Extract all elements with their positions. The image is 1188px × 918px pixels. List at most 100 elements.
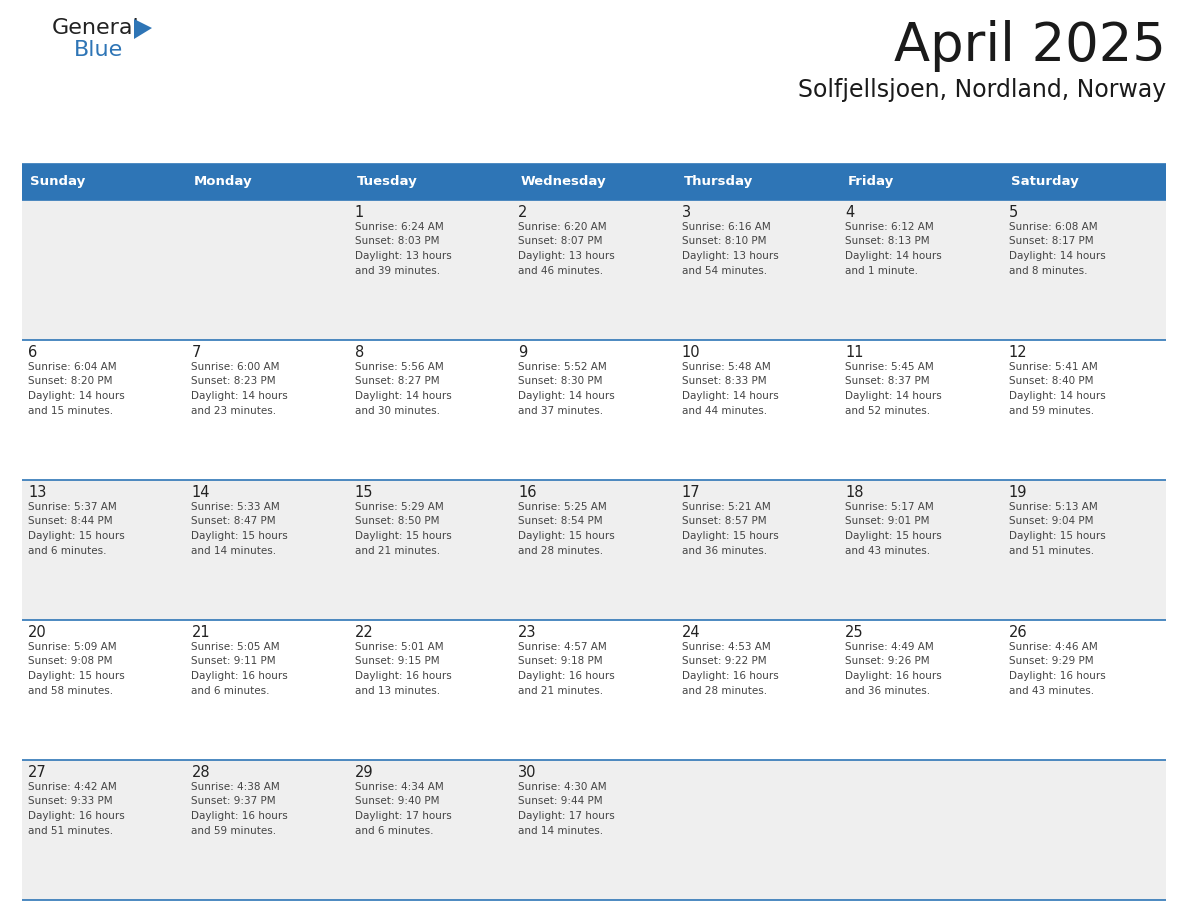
Text: and 30 minutes.: and 30 minutes. xyxy=(355,406,440,416)
Text: and 8 minutes.: and 8 minutes. xyxy=(1009,265,1087,275)
Bar xyxy=(839,760,1003,900)
Text: Daylight: 14 hours: Daylight: 14 hours xyxy=(1009,391,1105,401)
Text: Sunset: 8:07 PM: Sunset: 8:07 PM xyxy=(518,237,602,247)
Text: Sunrise: 4:57 AM: Sunrise: 4:57 AM xyxy=(518,642,607,652)
Text: and 21 minutes.: and 21 minutes. xyxy=(355,545,440,555)
Text: Tuesday: Tuesday xyxy=(358,175,418,188)
Bar xyxy=(512,164,676,200)
Bar xyxy=(512,340,676,480)
Text: Sunset: 9:22 PM: Sunset: 9:22 PM xyxy=(682,656,766,666)
Text: 9: 9 xyxy=(518,345,527,360)
Text: Sunrise: 4:49 AM: Sunrise: 4:49 AM xyxy=(845,642,934,652)
Text: and 43 minutes.: and 43 minutes. xyxy=(845,545,930,555)
Text: Sunset: 8:30 PM: Sunset: 8:30 PM xyxy=(518,376,602,386)
Text: 30: 30 xyxy=(518,765,537,780)
Bar xyxy=(185,620,349,760)
Text: and 51 minutes.: and 51 minutes. xyxy=(29,825,113,835)
Text: Sunset: 9:15 PM: Sunset: 9:15 PM xyxy=(355,656,440,666)
Text: Daylight: 13 hours: Daylight: 13 hours xyxy=(518,251,615,261)
Text: Daylight: 16 hours: Daylight: 16 hours xyxy=(191,811,289,821)
Bar xyxy=(185,760,349,900)
Text: Sunrise: 4:46 AM: Sunrise: 4:46 AM xyxy=(1009,642,1098,652)
Bar xyxy=(23,340,185,480)
Text: Daylight: 17 hours: Daylight: 17 hours xyxy=(355,811,451,821)
Text: 29: 29 xyxy=(355,765,373,780)
Bar xyxy=(1003,620,1165,760)
Bar xyxy=(349,760,512,900)
Text: 21: 21 xyxy=(191,625,210,640)
Text: Daylight: 16 hours: Daylight: 16 hours xyxy=(191,671,289,681)
Bar xyxy=(185,480,349,620)
Bar xyxy=(512,200,676,340)
Polygon shape xyxy=(134,19,152,39)
Text: Sunset: 8:13 PM: Sunset: 8:13 PM xyxy=(845,237,930,247)
Text: Sunset: 8:47 PM: Sunset: 8:47 PM xyxy=(191,517,276,527)
Text: Daylight: 13 hours: Daylight: 13 hours xyxy=(682,251,778,261)
Text: Sunrise: 5:29 AM: Sunrise: 5:29 AM xyxy=(355,502,443,512)
Text: Sunset: 9:26 PM: Sunset: 9:26 PM xyxy=(845,656,930,666)
Text: Daylight: 13 hours: Daylight: 13 hours xyxy=(355,251,451,261)
Text: and 59 minutes.: and 59 minutes. xyxy=(191,825,277,835)
Text: and 46 minutes.: and 46 minutes. xyxy=(518,265,604,275)
Text: and 58 minutes.: and 58 minutes. xyxy=(29,686,113,696)
Text: and 23 minutes.: and 23 minutes. xyxy=(191,406,277,416)
Text: Sunset: 9:40 PM: Sunset: 9:40 PM xyxy=(355,797,440,807)
Text: 27: 27 xyxy=(29,765,46,780)
Text: and 36 minutes.: and 36 minutes. xyxy=(682,545,766,555)
Text: Blue: Blue xyxy=(74,40,124,60)
Text: 2: 2 xyxy=(518,205,527,220)
Text: Daylight: 14 hours: Daylight: 14 hours xyxy=(845,391,942,401)
Text: 28: 28 xyxy=(191,765,210,780)
Bar xyxy=(185,340,349,480)
Text: and 14 minutes.: and 14 minutes. xyxy=(191,545,277,555)
Text: Sunrise: 5:37 AM: Sunrise: 5:37 AM xyxy=(29,502,116,512)
Text: 26: 26 xyxy=(1009,625,1028,640)
Bar xyxy=(1003,164,1165,200)
Text: Sunset: 9:11 PM: Sunset: 9:11 PM xyxy=(191,656,276,666)
Text: Sunrise: 6:12 AM: Sunrise: 6:12 AM xyxy=(845,222,934,232)
Text: 12: 12 xyxy=(1009,345,1028,360)
Text: and 37 minutes.: and 37 minutes. xyxy=(518,406,604,416)
Text: and 28 minutes.: and 28 minutes. xyxy=(682,686,766,696)
Text: and 6 minutes.: and 6 minutes. xyxy=(191,686,270,696)
Text: 3: 3 xyxy=(682,205,691,220)
Bar xyxy=(512,480,676,620)
Bar xyxy=(23,164,185,200)
Bar xyxy=(676,760,839,900)
Text: Sunrise: 4:42 AM: Sunrise: 4:42 AM xyxy=(29,782,116,792)
Bar xyxy=(676,480,839,620)
Text: 10: 10 xyxy=(682,345,701,360)
Text: Daylight: 16 hours: Daylight: 16 hours xyxy=(845,671,942,681)
Text: Daylight: 17 hours: Daylight: 17 hours xyxy=(518,811,615,821)
Text: 16: 16 xyxy=(518,485,537,500)
Text: Sunrise: 5:33 AM: Sunrise: 5:33 AM xyxy=(191,502,280,512)
Text: 19: 19 xyxy=(1009,485,1028,500)
Text: Sunrise: 5:52 AM: Sunrise: 5:52 AM xyxy=(518,362,607,372)
Text: Sunrise: 5:45 AM: Sunrise: 5:45 AM xyxy=(845,362,934,372)
Text: 23: 23 xyxy=(518,625,537,640)
Bar xyxy=(185,200,349,340)
Bar xyxy=(839,340,1003,480)
Bar xyxy=(349,620,512,760)
Text: 13: 13 xyxy=(29,485,46,500)
Text: Sunrise: 6:00 AM: Sunrise: 6:00 AM xyxy=(191,362,280,372)
Text: 17: 17 xyxy=(682,485,701,500)
Text: 25: 25 xyxy=(845,625,864,640)
Text: Sunset: 9:04 PM: Sunset: 9:04 PM xyxy=(1009,517,1093,527)
Text: Daylight: 15 hours: Daylight: 15 hours xyxy=(518,531,615,541)
Text: and 59 minutes.: and 59 minutes. xyxy=(1009,406,1094,416)
Text: Sunset: 9:37 PM: Sunset: 9:37 PM xyxy=(191,797,276,807)
Text: Sunrise: 5:13 AM: Sunrise: 5:13 AM xyxy=(1009,502,1098,512)
Text: Daylight: 15 hours: Daylight: 15 hours xyxy=(29,671,125,681)
Text: Daylight: 14 hours: Daylight: 14 hours xyxy=(355,391,451,401)
Text: 18: 18 xyxy=(845,485,864,500)
Text: Daylight: 16 hours: Daylight: 16 hours xyxy=(1009,671,1105,681)
Bar xyxy=(349,164,512,200)
Text: and 36 minutes.: and 36 minutes. xyxy=(845,686,930,696)
Text: Sunset: 8:50 PM: Sunset: 8:50 PM xyxy=(355,517,440,527)
Text: 22: 22 xyxy=(355,625,373,640)
Text: Sunrise: 5:25 AM: Sunrise: 5:25 AM xyxy=(518,502,607,512)
Bar xyxy=(839,620,1003,760)
Text: Saturday: Saturday xyxy=(1011,175,1079,188)
Text: Sunset: 9:29 PM: Sunset: 9:29 PM xyxy=(1009,656,1093,666)
